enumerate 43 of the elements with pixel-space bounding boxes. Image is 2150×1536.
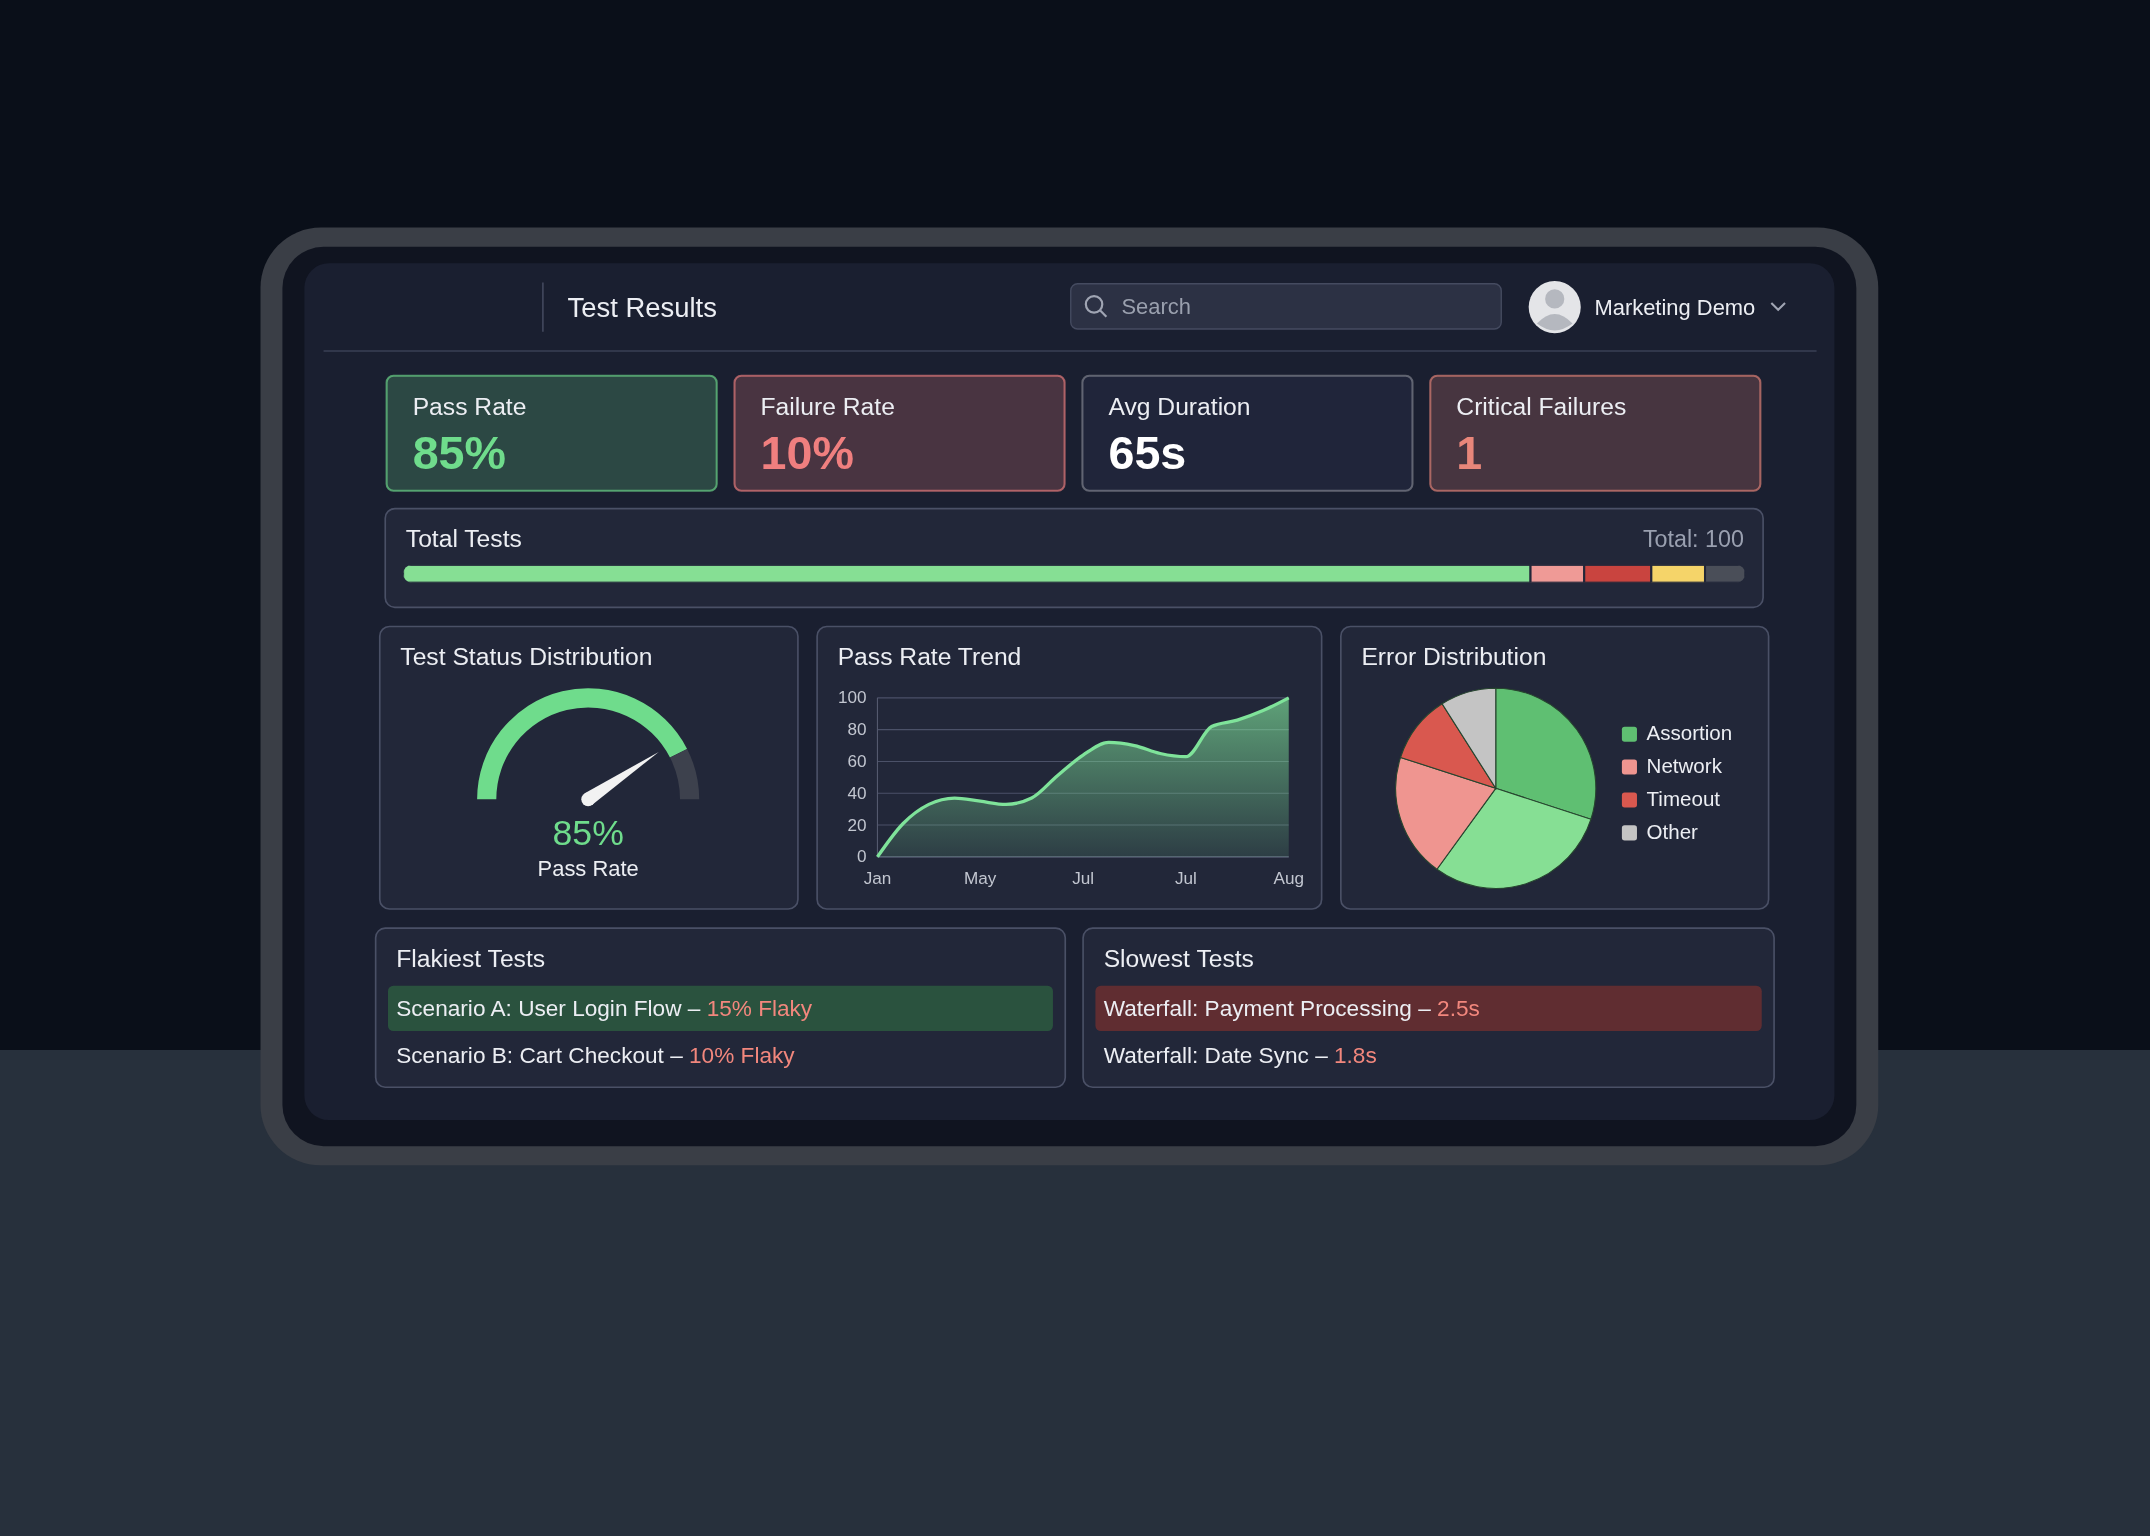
category-label: Critical Failures — [1456, 393, 1627, 421]
category-label: Failure Rate — [760, 393, 895, 421]
category-label: Scenario B: Cart Checkout – — [396, 1042, 684, 1068]
y-tick-label: 40 — [847, 782, 867, 803]
text: 2.5s — [1437, 995, 1480, 1021]
legend-label: Timeout — [1646, 787, 1721, 811]
x-tick-label: Jul — [1072, 868, 1095, 889]
category-label: Pass Rate — [412, 393, 527, 421]
text: 85% — [412, 426, 506, 479]
category-label: Waterfall: Date Sync – — [1103, 1042, 1329, 1068]
text: Marketing Demo — [1594, 295, 1756, 321]
text: 65s — [1108, 426, 1187, 479]
y-tick-label: 60 — [847, 750, 867, 771]
text: 85% — [552, 812, 624, 853]
text: 15% Flaky — [706, 995, 813, 1021]
text: Search — [1121, 293, 1191, 319]
y-tick-label: 20 — [847, 814, 867, 835]
x-tick-label: Jul — [1174, 868, 1197, 889]
text: 10% Flaky — [689, 1042, 795, 1068]
y-tick-label: 100 — [837, 687, 867, 708]
y-tick-label: 0 — [856, 846, 867, 867]
chart-title: Test Status Distribution — [400, 642, 653, 670]
x-tick-label: May — [964, 868, 997, 889]
text: Flakiest Tests — [396, 944, 546, 972]
text: 10% — [760, 426, 854, 479]
text: 1.8s — [1334, 1042, 1377, 1068]
text: 1 — [1456, 426, 1483, 479]
category-label: Scenario A: User Login Flow – — [396, 995, 701, 1021]
text: Total: 100 — [1642, 526, 1744, 553]
chart-title: Pass Rate Trend — [837, 642, 1022, 670]
text: Test Results — [567, 291, 717, 323]
category-label: Waterfall: Payment Processing – — [1103, 995, 1432, 1021]
x-tick-label: Jan — [863, 868, 892, 889]
chart-title: Error Distribution — [1361, 642, 1547, 670]
text: Pass Rate — [537, 856, 639, 882]
chart-title: Total Tests — [405, 525, 522, 553]
x-tick-label: Aug — [1273, 868, 1304, 889]
legend-label: Other — [1646, 820, 1699, 844]
legend-label: Network — [1646, 754, 1723, 778]
text: Slowest Tests — [1103, 944, 1254, 972]
category-label: Avg Duration — [1108, 393, 1251, 421]
legend-label: Assortion — [1646, 721, 1733, 745]
y-tick-label: 80 — [847, 719, 867, 740]
